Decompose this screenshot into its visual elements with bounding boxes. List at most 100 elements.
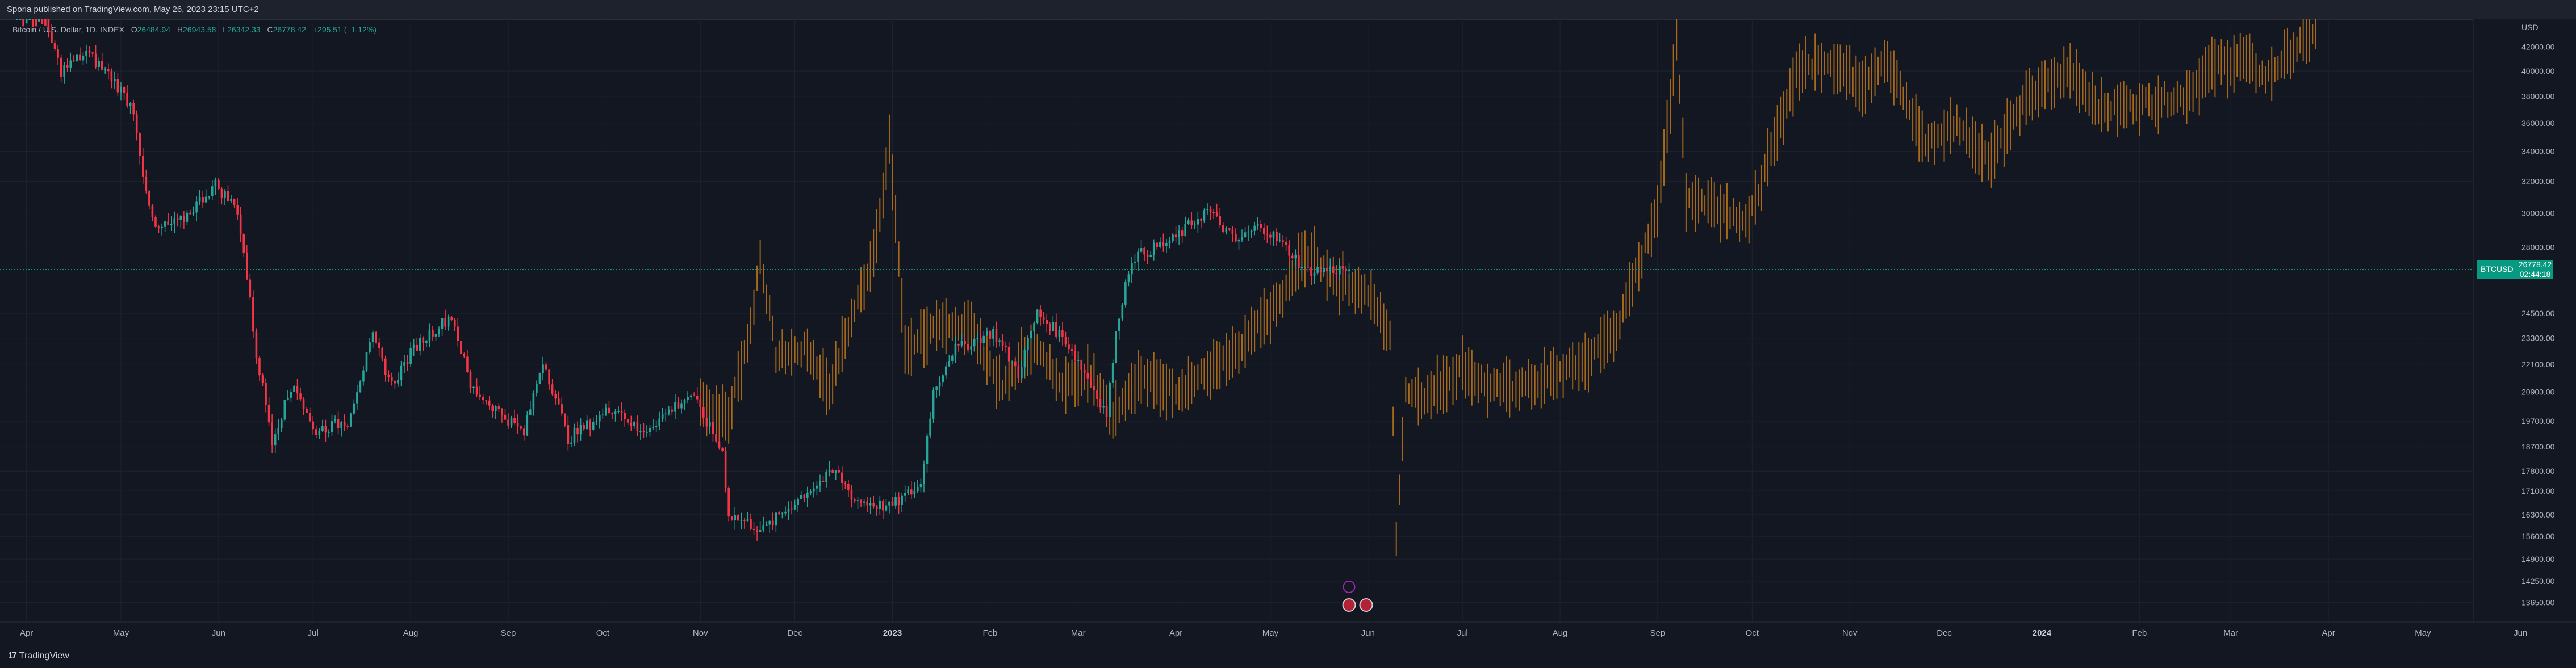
candle-body [1017,366,1020,379]
candle [230,195,232,203]
candle-body [976,338,979,339]
candle-body [854,499,856,501]
candle-body [1294,255,1297,259]
candle-body [573,428,576,443]
candle [167,213,169,225]
candle [425,339,428,348]
candle [466,350,469,373]
candle [551,379,554,396]
candle-body [1304,267,1306,268]
price-tick-label: 20900.00 [2521,387,2555,396]
candle-body [866,501,868,506]
candle-body [724,451,727,488]
candle-body [611,413,613,414]
candle-body [730,516,733,520]
candle [356,384,358,410]
candle [746,512,749,522]
candle-body [406,362,409,364]
price-tick-label: 24500.00 [2521,309,2555,318]
candle-body [1325,268,1328,272]
candle-body [1096,390,1098,400]
candle [1033,321,1035,339]
candle [1115,331,1118,364]
candle-body [1077,360,1080,361]
candle [220,187,223,205]
time-tick-label: May [113,628,129,638]
candle-body [967,344,969,350]
candle-body [1168,240,1171,243]
candle-body [948,360,951,367]
candle-body [762,525,764,530]
candle-body [1285,241,1287,245]
candle-body [765,524,768,526]
candle [671,406,674,415]
candle-body [1111,363,1114,383]
candle-body [633,422,635,427]
candle-body [409,348,412,364]
event-flag-icon [1343,581,1356,593]
candle-body [831,470,834,473]
candle-body [995,329,998,342]
candle [1212,208,1215,219]
candle [195,196,198,222]
candle-body [1282,240,1284,242]
candle [712,418,714,442]
symbol-legend[interactable]: Bitcoin / U.S. Dollar, 1D, INDEX O26484.… [12,25,377,34]
price-chart[interactable]: 42000.00 40000.00 38000.00 36000.00 34000.00… [0,19,2576,645]
candle-body [1021,367,1023,379]
time-tick-label: Mar [1071,628,1086,638]
candle-body [705,418,708,427]
candle [938,376,941,396]
candle-body [617,411,620,412]
tradingview-logo[interactable]: 17 TradingView [8,651,69,661]
candle [847,479,850,498]
candle [784,506,787,516]
candle-body [1200,219,1202,221]
candle-body [938,382,941,387]
candle-body [639,431,642,432]
candle-body [772,520,774,526]
candle-body [82,55,85,61]
candle [1241,229,1243,242]
candle [35,19,37,27]
candle-body [687,397,689,400]
candle [1023,347,1026,376]
time-tick-label: Aug [1553,628,1568,638]
time-tick-label: Nov [1842,628,1858,638]
candle-body [778,512,780,514]
candle [570,436,572,447]
candle-body [894,497,897,506]
candle-body [403,362,405,366]
candle-body [526,415,529,436]
candle-body [1319,267,1322,272]
low-key: L [223,25,228,34]
candle-body [1090,378,1092,386]
candle [422,336,425,351]
candle-body [101,61,103,70]
candle [400,360,403,387]
candle-body [277,427,280,435]
candle-body [1276,232,1278,241]
candle [19,19,22,20]
candle-body [139,133,141,156]
candle [589,418,591,437]
candle [838,465,840,474]
candle [233,198,236,208]
candle-body [1278,240,1281,241]
candle-body [384,358,387,375]
candle-body [218,179,220,189]
candle-body [343,422,346,426]
candle [249,274,252,300]
candle [1253,221,1256,236]
candle [791,501,793,515]
candle-body [444,318,446,327]
candle [1285,237,1287,251]
candle-body [400,365,403,380]
candle [595,415,598,425]
candle-body [1074,351,1076,361]
candle-body [791,508,793,510]
candle-body [167,221,169,225]
candle [394,380,396,389]
candle [1272,230,1275,246]
candle-body [356,392,358,404]
